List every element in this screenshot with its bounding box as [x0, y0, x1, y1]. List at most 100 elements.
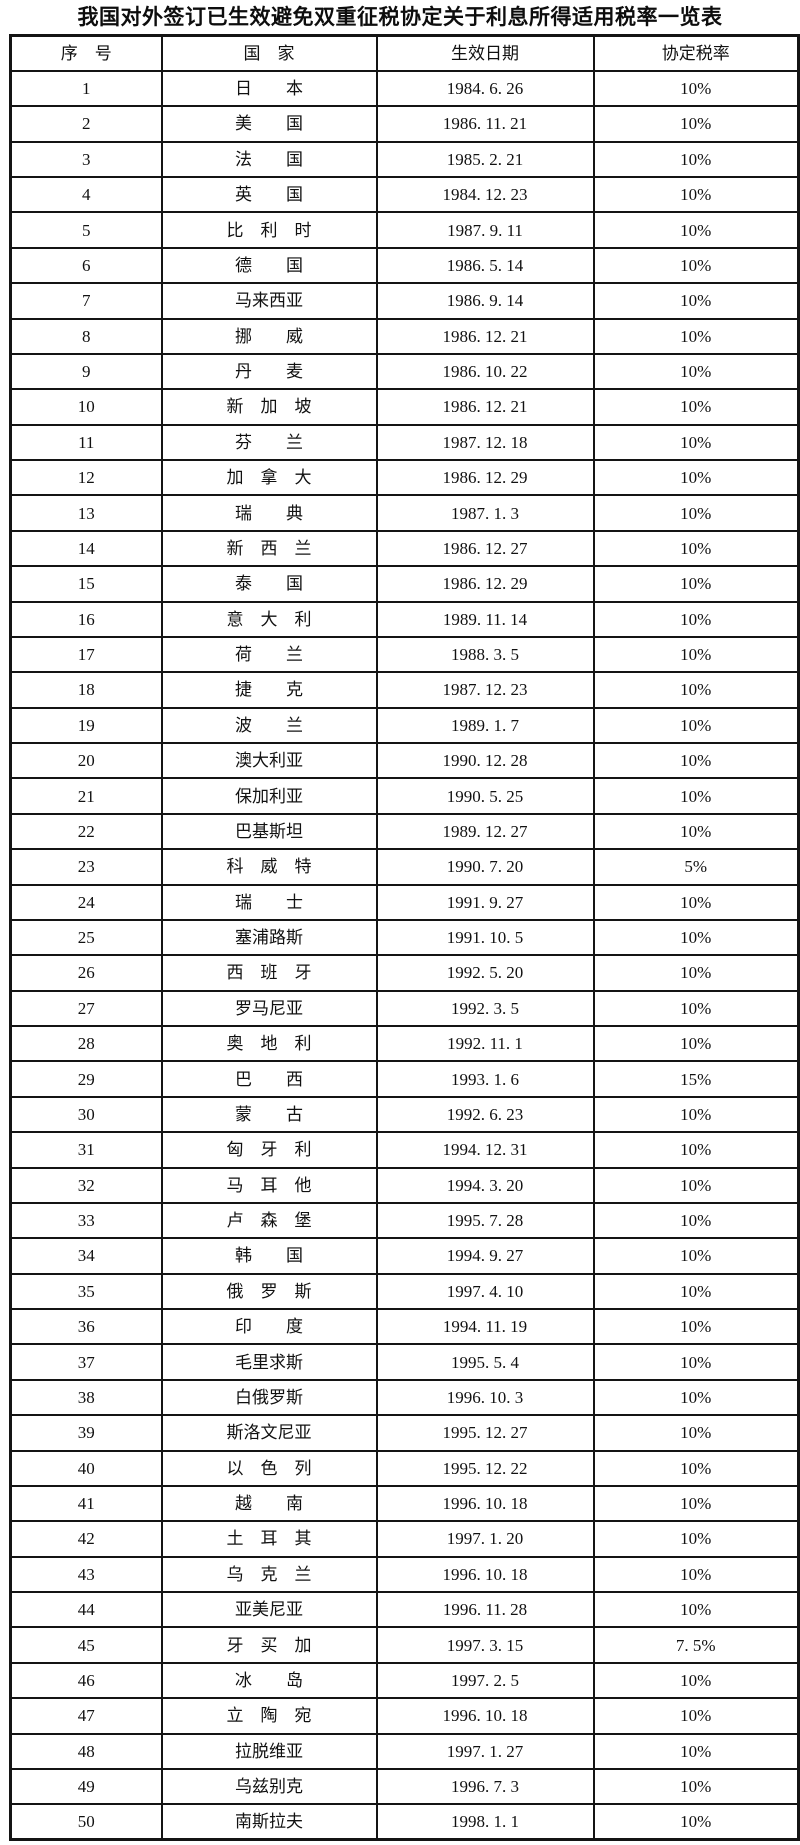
table-row: 44 亚美尼亚 1996. 11. 28 10%	[9, 1590, 800, 1629]
cell-serial-no: 37	[9, 1343, 163, 1381]
cell-effective-date: 1993. 1. 6	[375, 1060, 595, 1098]
cell-country: 挪 威	[160, 317, 378, 355]
cell-effective-date: 1995. 5. 4	[375, 1343, 595, 1381]
table-row: 49 乌兹别克 1996. 7. 3 10%	[9, 1767, 800, 1806]
cell-country: 新 西 兰	[160, 529, 378, 568]
cell-effective-date: 1986. 12. 29	[375, 458, 595, 497]
cell-country: 捷 克	[160, 671, 378, 709]
cell-country: 泰 国	[160, 565, 378, 603]
cell-treaty-rate: 10%	[592, 918, 800, 957]
cell-treaty-rate: 10%	[592, 352, 800, 391]
cell-country: 芬 兰	[160, 423, 378, 462]
cell-treaty-rate: 10%	[592, 1307, 800, 1346]
cell-serial-no: 50	[9, 1803, 163, 1841]
cell-effective-date: 1986. 12. 29	[375, 565, 595, 603]
table-row: 22 巴基斯坦 1989. 12. 27 10%	[9, 812, 800, 851]
cell-treaty-rate: 10%	[592, 600, 800, 638]
table-row: 13 瑞 典 1987. 1. 3 10%	[9, 494, 800, 532]
cell-treaty-rate: 10%	[592, 883, 800, 921]
col-header-effective-date: 生效日期	[375, 34, 595, 72]
table-row: 25 塞浦路斯 1991. 10. 5 10%	[9, 918, 800, 957]
cell-country: 意 大 利	[160, 600, 378, 638]
cell-treaty-rate: 10%	[592, 1661, 800, 1700]
cell-treaty-rate: 15%	[592, 1060, 800, 1098]
cell-effective-date: 1986. 9. 14	[375, 282, 595, 320]
cell-serial-no: 7	[9, 282, 163, 320]
cell-country: 冰 岛	[160, 1661, 378, 1700]
cell-effective-date: 1989. 1. 7	[375, 706, 595, 745]
cell-effective-date: 1988. 3. 5	[375, 635, 595, 674]
cell-serial-no: 17	[9, 635, 163, 674]
table-row: 48 拉脱维亚 1997. 1. 27 10%	[9, 1732, 800, 1770]
cell-effective-date: 1990. 12. 28	[375, 741, 595, 780]
cell-serial-no: 26	[9, 954, 163, 992]
cell-effective-date: 1997. 1. 20	[375, 1520, 595, 1558]
cell-country: 英 国	[160, 175, 378, 214]
cell-effective-date: 1984. 12. 23	[375, 175, 595, 214]
cell-serial-no: 2	[9, 105, 163, 143]
cell-treaty-rate: 10%	[592, 1378, 800, 1417]
table-body: 1 日 本 1984. 6. 26 10% 2 美 国 1986. 11. 21…	[9, 69, 800, 1841]
cell-effective-date: 1996. 10. 18	[375, 1484, 595, 1523]
cell-serial-no: 21	[9, 777, 163, 815]
cell-effective-date: 1990. 7. 20	[375, 848, 595, 886]
cell-country: 马来西亚	[160, 282, 378, 320]
cell-country: 匈 牙 利	[160, 1131, 378, 1169]
cell-treaty-rate: 10%	[592, 635, 800, 674]
cell-effective-date: 1997. 3. 15	[375, 1626, 595, 1664]
cell-country: 日 本	[160, 69, 378, 108]
table-row: 8 挪 威 1986. 12. 21 10%	[9, 317, 800, 355]
cell-serial-no: 24	[9, 883, 163, 921]
cell-country: 法 国	[160, 140, 378, 179]
cell-effective-date: 1998. 1. 1	[375, 1803, 595, 1841]
cell-country: 荷 兰	[160, 635, 378, 674]
cell-effective-date: 1997. 4. 10	[375, 1272, 595, 1311]
cell-effective-date: 1995. 12. 22	[375, 1449, 595, 1487]
cell-serial-no: 32	[9, 1166, 163, 1204]
cell-treaty-rate: 10%	[592, 175, 800, 214]
cell-country: 拉脱维亚	[160, 1732, 378, 1770]
table-row: 40 以 色 列 1995. 12. 22 10%	[9, 1449, 800, 1487]
cell-serial-no: 34	[9, 1237, 163, 1275]
cell-treaty-rate: 10%	[592, 282, 800, 320]
cell-treaty-rate: 10%	[592, 565, 800, 603]
cell-serial-no: 12	[9, 458, 163, 497]
cell-serial-no: 10	[9, 388, 163, 426]
table-row: 17 荷 兰 1988. 3. 5 10%	[9, 635, 800, 674]
cell-country: 巴基斯坦	[160, 812, 378, 851]
cell-treaty-rate: 10%	[592, 1484, 800, 1523]
table-row: 6 德 国 1986. 5. 14 10%	[9, 246, 800, 285]
cell-effective-date: 1994. 12. 31	[375, 1131, 595, 1169]
table-row: 20 澳大利亚 1990. 12. 28 10%	[9, 741, 800, 780]
table-row: 27 罗马尼亚 1992. 3. 5 10%	[9, 989, 800, 1028]
table-row: 2 美 国 1986. 11. 21 10%	[9, 105, 800, 143]
cell-country: 毛里求斯	[160, 1343, 378, 1381]
cell-treaty-rate: 10%	[592, 140, 800, 179]
cell-effective-date: 1987. 9. 11	[375, 211, 595, 249]
cell-treaty-rate: 10%	[592, 1166, 800, 1204]
table-row: 19 波 兰 1989. 1. 7 10%	[9, 706, 800, 745]
cell-serial-no: 22	[9, 812, 163, 851]
cell-treaty-rate: 10%	[592, 211, 800, 249]
cell-serial-no: 23	[9, 848, 163, 886]
cell-effective-date: 1987. 12. 18	[375, 423, 595, 462]
cell-treaty-rate: 10%	[592, 1414, 800, 1452]
table-row: 46 冰 岛 1997. 2. 5 10%	[9, 1661, 800, 1700]
table-row: 39 斯洛文尼亚 1995. 12. 27 10%	[9, 1414, 800, 1452]
table-row: 26 西 班 牙 1992. 5. 20 10%	[9, 954, 800, 992]
cell-effective-date: 1986. 11. 21	[375, 105, 595, 143]
cell-country: 瑞 典	[160, 494, 378, 532]
table-row: 32 马 耳 他 1994. 3. 20 10%	[9, 1166, 800, 1204]
table-row: 30 蒙 古 1992. 6. 23 10%	[9, 1095, 800, 1134]
cell-country: 俄 罗 斯	[160, 1272, 378, 1311]
cell-serial-no: 8	[9, 317, 163, 355]
cell-country: 印 度	[160, 1307, 378, 1346]
cell-country: 马 耳 他	[160, 1166, 378, 1204]
cell-treaty-rate: 10%	[592, 1520, 800, 1558]
cell-serial-no: 45	[9, 1626, 163, 1664]
col-header-country: 国 家	[160, 34, 378, 72]
cell-serial-no: 44	[9, 1590, 163, 1629]
cell-country: 波 兰	[160, 706, 378, 745]
table-row: 12 加 拿 大 1986. 12. 29 10%	[9, 458, 800, 497]
cell-serial-no: 49	[9, 1767, 163, 1806]
